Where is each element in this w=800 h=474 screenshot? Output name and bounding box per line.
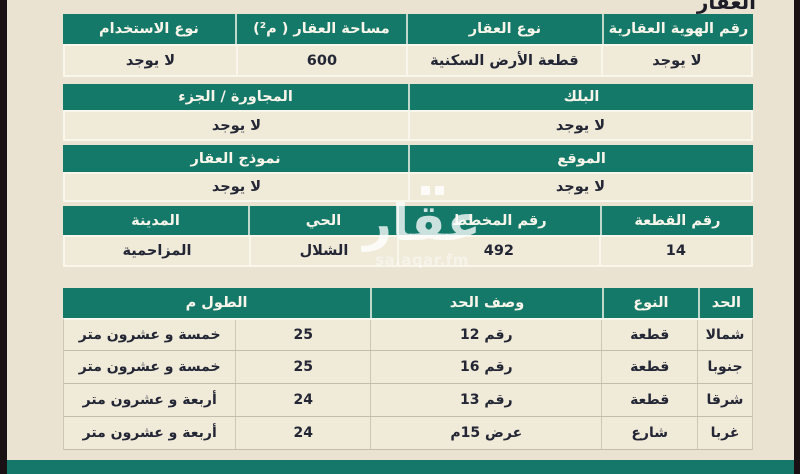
boundary-length-text: خمسة و عشرون متر	[78, 327, 221, 343]
city-header: المدينة	[131, 212, 180, 229]
boundary-desc: رقم 16	[370, 351, 601, 383]
location-header: الموقع	[408, 145, 753, 172]
property-type-value: قطعة الأرض السكنية	[405, 46, 601, 75]
boundary-side: شمالا	[696, 320, 752, 350]
boundary-length: 25	[235, 320, 370, 350]
property-area-header: مساحة العقار ( م²)	[234, 14, 406, 44]
boundary-side: شرقا	[696, 384, 752, 416]
boundary-length-text: خمسة و عشرون متر	[78, 359, 221, 375]
usage-type-header: نوع الاستخدام	[99, 21, 199, 37]
boundary-desc: رقم 12	[370, 320, 601, 350]
plot-value-row: 14 492 الشلال المزاحمية	[63, 235, 753, 267]
boundary-type: قطعة	[601, 384, 697, 416]
plot-number-value: 14	[598, 237, 751, 265]
boundary-desc: رقم 13	[370, 384, 601, 416]
property-id-number-header: رقم الهوية العقارية	[601, 14, 753, 44]
boundary-desc-header: وصف الحد	[370, 288, 602, 318]
boundaries-header-row: الحد النوع وصف الحد الطول م	[63, 288, 753, 318]
location-value: لا يوجد	[408, 174, 751, 200]
boundary-type: قطعة	[601, 320, 697, 350]
boundary-length: 24	[235, 417, 370, 449]
plot-number-header: رقم القطعة	[599, 206, 753, 235]
boundary-desc: عرض 15م	[370, 417, 601, 449]
usage-type-value: لا يوجد	[125, 52, 176, 69]
footer-teal-strip	[0, 460, 800, 474]
property-model-header: نموذج العقار	[190, 150, 281, 167]
block-header-row: البلك المجاورة / الجزء	[63, 84, 753, 110]
adjacency-part-header: المجاورة / الجزء	[178, 89, 293, 105]
block-header: البلك	[408, 84, 753, 110]
boundary-type: قطعة	[601, 351, 697, 383]
location-value-row: لا يوجد لا يوجد	[63, 172, 753, 202]
boundary-length-text: أربعة و عشرون متر	[82, 392, 217, 408]
block-value: لا يوجد	[408, 112, 751, 139]
property-identity-header-row: رقم الهوية العقارية نوع العقار مساحة الع…	[63, 14, 753, 44]
boundary-side: جنوبا	[696, 351, 752, 383]
plan-number-value: 492	[397, 237, 599, 265]
location-header-row: الموقع نموذج العقار	[63, 145, 753, 172]
adjacency-part-value: لا يوجد	[211, 117, 262, 134]
boundary-row-south: جنوبا قطعة رقم 16 25 خمسة و عشرون متر	[63, 351, 753, 384]
page-title-clipped: العقار	[696, 0, 756, 14]
boundary-length: 24	[235, 384, 370, 416]
boundary-side-header: الحد	[697, 288, 753, 318]
property-id-number-value: لا يوجد	[600, 46, 751, 75]
boundary-type: شارع	[601, 417, 697, 449]
right-dark-edge	[794, 0, 800, 474]
property-identity-value-row: لا يوجد قطعة الأرض السكنية 600 لا يوجد	[63, 44, 753, 77]
boundary-type-header: النوع	[601, 288, 698, 318]
boundary-row-north: شمالا قطعة رقم 12 25 خمسة و عشرون متر	[63, 318, 753, 351]
city-value: المزاحمية	[122, 243, 192, 259]
district-value: الشلال	[248, 237, 397, 265]
district-header: الحي	[247, 206, 397, 235]
left-dark-edge	[0, 0, 7, 474]
block-value-row: لا يوجد لا يوجد	[63, 110, 753, 141]
boundary-length: 25	[235, 351, 370, 383]
property-area-value: 600	[235, 46, 406, 75]
boundary-row-west: غربا شارع عرض 15م 24 أربعة و عشرون متر	[63, 417, 753, 450]
boundary-side: غربا	[696, 417, 752, 449]
boundary-length-header: الطول م	[185, 295, 248, 311]
boundary-row-east: شرقا قطعة رقم 13 24 أربعة و عشرون متر	[63, 384, 753, 417]
boundary-length-text: أربعة و عشرون متر	[82, 425, 217, 441]
plan-number-header: رقم المخطط	[396, 206, 600, 235]
property-type-header: نوع العقار	[405, 14, 602, 44]
property-model-value: لا يوجد	[211, 179, 262, 195]
plot-header-row: رقم القطعة رقم المخطط الحي المدينة	[63, 206, 753, 235]
